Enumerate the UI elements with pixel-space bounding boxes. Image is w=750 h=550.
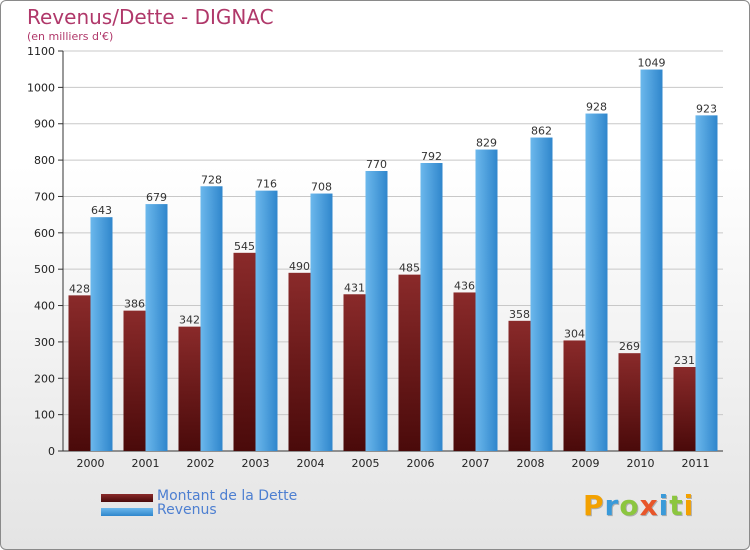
bar-debt bbox=[123, 310, 146, 451]
data-label-revenue: 862 bbox=[531, 125, 552, 138]
data-label-debt: 231 bbox=[674, 354, 695, 367]
bars bbox=[68, 69, 718, 452]
x-tick-label: 2006 bbox=[407, 457, 435, 470]
bar-revenue bbox=[475, 149, 498, 451]
data-label-debt: 269 bbox=[619, 340, 640, 353]
proxiti-logo: Proxiti bbox=[583, 489, 695, 522]
bar-revenue bbox=[255, 190, 278, 452]
data-label-debt: 358 bbox=[509, 308, 530, 321]
data-label-debt: 436 bbox=[454, 279, 475, 292]
data-label-revenue: 1049 bbox=[638, 57, 666, 70]
y-tick-label: 700 bbox=[34, 190, 55, 203]
data-label-debt: 545 bbox=[234, 240, 255, 253]
data-label-revenue: 643 bbox=[91, 204, 112, 217]
x-tick-label: 2010 bbox=[627, 457, 655, 470]
axes: 0 100 200 300 400 500 600 700 800 900 1000 1100 2000… bbox=[27, 45, 723, 470]
bar-revenue bbox=[90, 217, 113, 451]
data-label-revenue: 770 bbox=[366, 158, 387, 171]
bar-revenue bbox=[310, 193, 333, 451]
bar-debt bbox=[398, 274, 421, 451]
legend-swatch-debt bbox=[101, 494, 153, 502]
bar-debt bbox=[563, 340, 586, 451]
data-label-debt: 431 bbox=[344, 281, 365, 294]
bar-debt bbox=[453, 292, 476, 451]
bar-debt bbox=[673, 367, 696, 451]
x-tick-label: 2003 bbox=[242, 457, 270, 470]
bar-debt bbox=[68, 295, 91, 451]
y-tick-label: 1000 bbox=[27, 81, 55, 94]
bar-revenue bbox=[145, 204, 168, 451]
x-tick-label: 2007 bbox=[462, 457, 490, 470]
x-tick-label: 2011 bbox=[682, 457, 710, 470]
data-label-debt: 386 bbox=[124, 298, 145, 311]
data-label-revenue: 829 bbox=[476, 137, 497, 150]
y-tick-label: 600 bbox=[34, 227, 55, 240]
data-label-debt: 490 bbox=[289, 260, 310, 273]
x-tick-label: 2001 bbox=[132, 457, 160, 470]
y-tick-label: 800 bbox=[34, 154, 55, 167]
y-tick-label: 300 bbox=[34, 336, 55, 349]
bar-revenue bbox=[365, 171, 388, 451]
bar-revenue bbox=[695, 115, 718, 451]
legend-item-revenue: Revenus bbox=[101, 502, 321, 518]
chart-subtitle: (en milliers d'€) bbox=[27, 30, 114, 43]
y-tick-label: 500 bbox=[34, 263, 55, 276]
data-label-revenue: 728 bbox=[201, 173, 222, 186]
data-label-revenue: 716 bbox=[256, 178, 277, 191]
data-label-revenue: 708 bbox=[311, 181, 332, 194]
bar-debt bbox=[343, 294, 366, 451]
legend-label-revenue: Revenus bbox=[157, 502, 217, 518]
x-tick-label: 2009 bbox=[572, 457, 600, 470]
data-label-revenue: 679 bbox=[146, 191, 167, 204]
x-tick-label: 2008 bbox=[517, 457, 545, 470]
bar-revenue bbox=[420, 163, 443, 451]
legend-swatch-revenue bbox=[101, 508, 153, 516]
bar-revenue bbox=[530, 137, 553, 451]
legend-item-debt: Montant de la Dette bbox=[101, 488, 321, 504]
y-tick-label: 400 bbox=[34, 300, 55, 313]
bar-debt bbox=[288, 272, 311, 451]
data-label-debt: 304 bbox=[564, 327, 585, 340]
bar-debt bbox=[618, 353, 641, 451]
data-label-debt: 428 bbox=[69, 282, 90, 295]
data-label-revenue: 792 bbox=[421, 150, 442, 163]
bar-revenue bbox=[585, 113, 608, 451]
bar-debt bbox=[178, 326, 201, 451]
x-tick-label: 2005 bbox=[352, 457, 380, 470]
x-tick-label: 2000 bbox=[77, 457, 105, 470]
y-tick-label: 100 bbox=[34, 409, 55, 422]
chart-title: Revenus/Dette - DIGNAC bbox=[27, 5, 274, 29]
legend-label-debt: Montant de la Dette bbox=[157, 488, 298, 504]
bar-debt bbox=[233, 252, 256, 451]
y-tick-label: 0 bbox=[48, 445, 55, 458]
y-tick-label: 900 bbox=[34, 118, 55, 131]
x-tick-label: 2002 bbox=[187, 457, 215, 470]
data-label-debt: 485 bbox=[399, 262, 420, 275]
data-label-debt: 342 bbox=[179, 314, 200, 327]
bar-debt bbox=[508, 320, 531, 451]
bar-revenue bbox=[640, 69, 663, 451]
data-label-revenue: 928 bbox=[586, 101, 607, 114]
y-tick-label: 200 bbox=[34, 372, 55, 385]
data-label-revenue: 923 bbox=[696, 102, 717, 115]
bar-revenue bbox=[200, 186, 223, 452]
y-tick-label: 1100 bbox=[27, 45, 55, 58]
x-tick-label: 2004 bbox=[297, 457, 325, 470]
data-labels: 428 643 386 679 342 728 545 716 490 708 431 770 485 7… bbox=[69, 57, 717, 367]
